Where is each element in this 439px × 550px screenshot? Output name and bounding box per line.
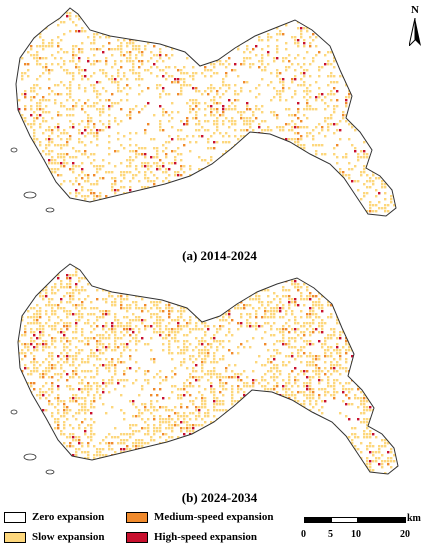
island-outline	[10, 147, 18, 153]
scale-tick-0: 0	[301, 529, 306, 540]
region-background	[18, 264, 398, 474]
legend-swatch-zero	[4, 511, 26, 523]
panel-label-a: (a) 2014-2024	[182, 248, 257, 263]
scale-segment-2	[331, 517, 358, 523]
island-outline	[23, 191, 37, 199]
legend-label-medium: Medium-speed expansion	[154, 511, 274, 523]
legend-swatch-medium	[126, 511, 148, 523]
north-arrow-icon: N	[405, 4, 425, 48]
region-outline	[15, 7, 397, 217]
legend-swatch-high	[126, 531, 148, 543]
island-outline	[45, 469, 55, 475]
scale-tick-5: 5	[328, 529, 333, 540]
scale-tick-20: 20	[400, 529, 410, 540]
island-outline	[45, 207, 55, 213]
island-outline	[10, 409, 18, 415]
legend: Zero expansion Medium-speed expansion Sl…	[4, 511, 294, 549]
legend-item-high: High-speed expansion	[126, 531, 257, 543]
scale-segment-3	[358, 517, 406, 523]
scale-tick-10: 10	[351, 529, 361, 540]
region-outline	[17, 263, 399, 475]
legend-swatch-slow	[4, 531, 26, 543]
legend-item-zero: Zero expansion	[4, 511, 104, 523]
panel-label-b: (b) 2024-2034	[181, 490, 258, 505]
island-outline	[23, 453, 37, 461]
region-background	[16, 8, 396, 216]
scale-segment-1	[304, 517, 331, 523]
scale-unit: km	[407, 513, 421, 524]
legend-item-medium: Medium-speed expansion	[126, 511, 274, 523]
expansion-map-2014-2024	[10, 7, 397, 217]
legend-label-high: High-speed expansion	[154, 531, 257, 543]
legend-label-zero: Zero expansion	[32, 511, 105, 523]
legend-item-slow: Slow expansion	[4, 531, 104, 543]
legend-label-slow: Slow expansion	[32, 531, 105, 543]
expansion-map-2024-2034	[10, 263, 399, 475]
north-label: N	[411, 4, 419, 16]
scale-bar: 0 5 10 20 km	[300, 513, 435, 549]
